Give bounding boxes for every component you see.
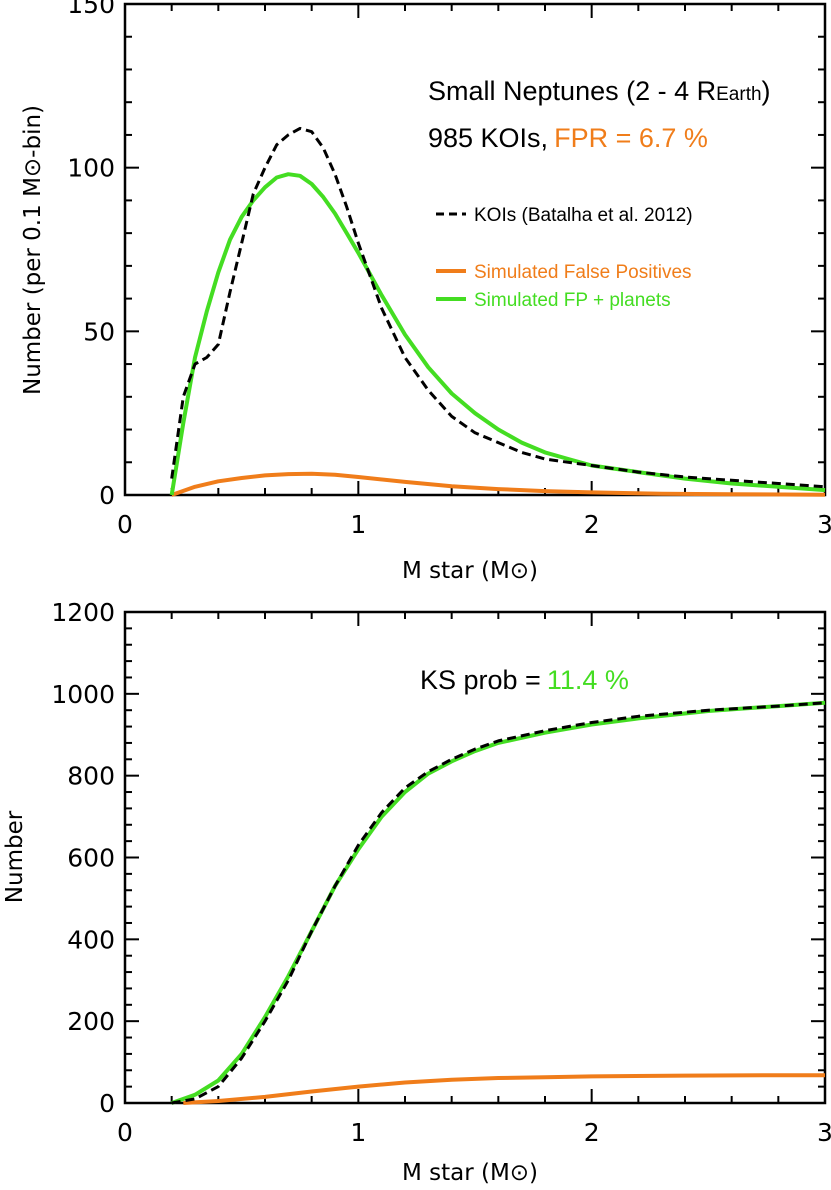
- ks-value: 11.4 %: [547, 665, 629, 695]
- top-x-tick-label: 1: [350, 510, 366, 539]
- top-series: [169, 126, 826, 497]
- bottom-y-tick-label: 1000: [51, 680, 115, 709]
- title-main: Small Neptunes (2 - 4 R: [428, 76, 716, 106]
- top-x-axis-label: M star (M⊙): [402, 558, 538, 584]
- legend-fp-label: Simulated False Positives: [474, 262, 692, 283]
- top-y-axis-label: Number (per 0.1 M⊙-bin): [20, 105, 46, 395]
- top-y-tick-label: 100: [67, 154, 115, 183]
- legend-fpp-label: Simulated FP + planets: [474, 290, 671, 311]
- count-annotation: 985 KOIs, FPR = 6.7 %: [428, 123, 708, 153]
- bottom-x-tick-label: 2: [584, 1118, 600, 1147]
- ks-annotation: KS prob = 11.4 %: [420, 665, 629, 695]
- bottom-x-axis-label: M star (M⊙): [402, 1160, 538, 1186]
- bottom-series-false-positives-line: [183, 1073, 825, 1105]
- bottom-ticks: 0 1 2 3 0 200 400 600 800 1000 1200: [51, 598, 831, 1147]
- bottom-x-tick-label: 0: [117, 1118, 133, 1147]
- top-panel: 0 1 2 3 0 50 100 150 M star (M⊙) Number (per 0.…: [20, 0, 831, 584]
- title-close: ): [762, 76, 771, 106]
- bottom-y-tick-label: 0: [99, 1089, 115, 1118]
- top-x-tick-label: 3: [817, 510, 831, 539]
- top-ticks: 0 1 2 3 0 50 100 150: [67, 0, 831, 539]
- top-series-koi-line: [170, 126, 826, 489]
- top-series-fp-planets-line: [169, 172, 826, 496]
- top-y-tick-label: 50: [83, 317, 115, 346]
- top-y-tick-label: 0: [99, 481, 115, 510]
- bottom-y-tick-label: 600: [67, 844, 115, 873]
- bottom-series: [171, 700, 826, 1105]
- bottom-x-tick-label: 3: [817, 1118, 831, 1147]
- top-plot-frame: [123, 2, 827, 497]
- bottom-series-fp-planets-line: [171, 700, 826, 1105]
- bottom-x-tick-label: 1: [350, 1118, 366, 1147]
- top-series-false-positives-line: [171, 471, 826, 497]
- top-y-tick-label: 150: [67, 0, 115, 19]
- bottom-y-tick-label: 800: [67, 762, 115, 791]
- bottom-y-axis-label: Number: [2, 810, 28, 903]
- top-x-tick-label: 2: [584, 510, 600, 539]
- title-annotation: Small Neptunes (2 - 4 REarth): [428, 76, 771, 106]
- title-subscript: Earth: [716, 84, 761, 105]
- bottom-y-tick-label: 1200: [51, 598, 115, 627]
- ks-label: KS prob =: [420, 665, 541, 695]
- top-x-tick-label: 0: [117, 510, 133, 539]
- bottom-panel: 0 1 2 3 0 200 400 600 800 1000 1200 M star (M⊙) Nu…: [2, 598, 831, 1186]
- legend-koi-label: KOIs (Batalha et al. 2012): [474, 205, 693, 226]
- bottom-y-tick-label: 400: [67, 925, 115, 954]
- fpr-value: FPR = 6.7 %: [554, 123, 708, 153]
- legend: KOIs (Batalha et al. 2012) Simulated Fal…: [436, 205, 693, 311]
- bottom-series-koi-line: [171, 701, 826, 1105]
- koi-count: 985 KOIs,: [428, 123, 548, 153]
- bottom-y-tick-label: 200: [67, 1007, 115, 1036]
